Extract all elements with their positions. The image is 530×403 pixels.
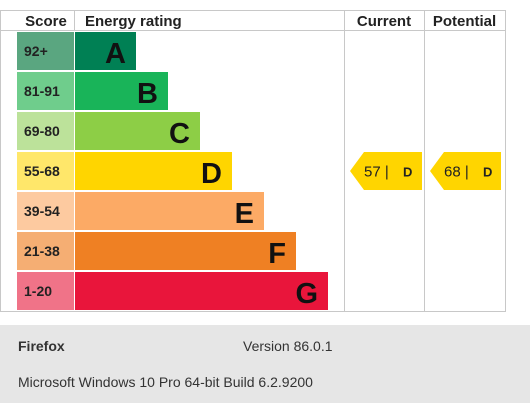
score-label: 39-54	[24, 203, 60, 219]
score-label: 81-91	[24, 83, 60, 99]
header-current: Current	[357, 13, 411, 30]
rating-letter: B	[137, 78, 158, 110]
rating-letter: E	[235, 198, 254, 230]
rating-bar	[75, 152, 232, 190]
potential-rating-marker	[430, 152, 501, 190]
rating-letter: F	[268, 238, 286, 270]
score-label: 69-80	[24, 123, 60, 139]
rating-bar	[75, 192, 264, 230]
score-cell	[17, 192, 74, 230]
potential-rating-value: 68 |	[444, 164, 469, 181]
header-energy-rating: Energy rating	[85, 13, 182, 30]
score-label: 21-38	[24, 243, 60, 259]
rating-bar	[75, 232, 296, 270]
rating-bar	[75, 272, 328, 310]
rating-letter: D	[201, 158, 222, 190]
rating-bar	[75, 112, 200, 150]
current-rating-band: D	[403, 165, 412, 180]
energy-rating-chart: Score Energy rating Current Potential 92+ A 81…	[0, 10, 506, 312]
browser-version: Version 86.0.1	[243, 338, 333, 354]
score-cell	[17, 32, 74, 70]
header-score: Score	[25, 13, 67, 30]
score-label: 92+	[24, 43, 48, 59]
score-label: 1-20	[24, 283, 52, 299]
score-cell	[17, 72, 74, 110]
browser-name: Firefox	[18, 338, 65, 354]
potential-rating-band: D	[483, 165, 492, 180]
current-rating-marker	[350, 152, 422, 190]
rating-bar	[75, 72, 168, 110]
score-cell	[17, 232, 74, 270]
rating-letter: G	[295, 278, 318, 310]
chart-frame	[0, 10, 506, 312]
current-rating-value: 57 |	[364, 164, 389, 181]
system-info-footer: Firefox Version 86.0.1 Microsoft Windows…	[0, 325, 530, 403]
rating-letter: A	[105, 38, 126, 70]
score-cell	[17, 112, 74, 150]
header-potential: Potential	[433, 13, 496, 30]
rating-bar	[75, 32, 136, 70]
rating-letter: C	[169, 118, 190, 150]
score-cell	[17, 152, 74, 190]
score-label: 55-68	[24, 163, 60, 179]
os-info: Microsoft Windows 10 Pro 64-bit Build 6.…	[18, 374, 313, 390]
score-cell	[17, 272, 74, 310]
